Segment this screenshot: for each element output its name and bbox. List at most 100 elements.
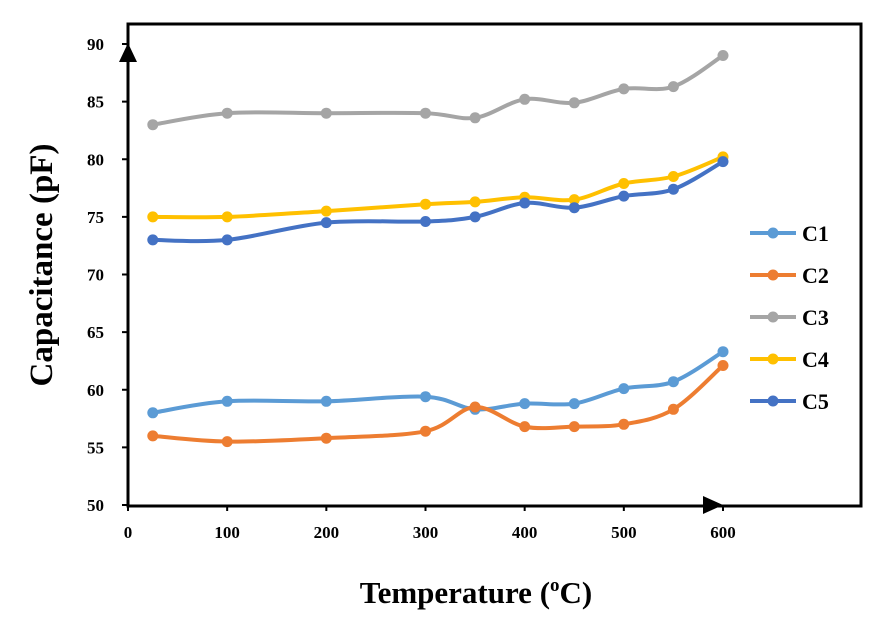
series-c1-line xyxy=(150,349,725,415)
x-axis-arrowhead xyxy=(703,496,723,514)
series-c3-line xyxy=(150,53,725,127)
series-c3-point xyxy=(568,97,580,109)
series-c5-point xyxy=(469,211,481,223)
y-tick-label: 85 xyxy=(87,93,104,112)
series-c1-point xyxy=(420,391,431,403)
series-c3-point xyxy=(667,81,679,93)
series-c1-point xyxy=(717,346,729,358)
y-axis-arrowhead xyxy=(119,43,137,62)
series-c5-line xyxy=(150,159,725,244)
legend-swatch-marker xyxy=(767,227,779,239)
series-c5-point xyxy=(717,156,729,168)
series-c3-point xyxy=(147,119,159,131)
y-tick-label: 60 xyxy=(87,381,104,400)
x-tick-label: 300 xyxy=(413,523,439,542)
legend-swatch-marker xyxy=(767,353,779,365)
series-c3-point xyxy=(320,107,332,119)
x-tick-label: 500 xyxy=(611,523,637,542)
legend-swatch-marker xyxy=(767,395,779,407)
series-c1-point xyxy=(320,395,332,407)
legend-item-c2: C2 xyxy=(750,263,829,288)
series-c5-point xyxy=(618,190,630,202)
legend-swatch-marker xyxy=(767,311,779,323)
series-c3-point xyxy=(717,50,729,61)
series-c1-point xyxy=(221,395,233,407)
legend-label: C1 xyxy=(802,221,829,246)
x-axis-title-sup: o xyxy=(550,575,560,596)
series-c2-point xyxy=(320,432,332,444)
x-tick-label: 0 xyxy=(124,523,133,542)
legend-item-c5: C5 xyxy=(750,389,829,414)
series-c5-point xyxy=(519,197,531,209)
series-c1-point xyxy=(618,383,630,395)
series-c5-point xyxy=(420,216,431,227)
y-axis-title: Capacitance (pF) xyxy=(24,144,60,387)
legend-label: C3 xyxy=(802,305,829,330)
series-c5-point xyxy=(568,202,580,214)
series-c1 xyxy=(147,346,729,419)
y-tick-label: 90 xyxy=(87,35,104,54)
x-tick-label: 400 xyxy=(512,523,538,542)
series-c2-point xyxy=(469,401,481,413)
legend-label: C4 xyxy=(802,347,829,372)
series-c4-point xyxy=(221,211,233,223)
series-c5-point xyxy=(320,217,332,229)
y-tick-label: 70 xyxy=(87,266,104,285)
series-c5-point xyxy=(147,234,159,246)
legend-label: C2 xyxy=(802,263,829,288)
series-c2-point xyxy=(568,421,580,433)
x-axis-title: Temperature (oC) xyxy=(360,575,593,610)
series-c2-point xyxy=(519,421,531,433)
series-c3 xyxy=(147,50,729,131)
series-c5-point xyxy=(667,183,679,195)
series-c2-point xyxy=(420,425,431,437)
legend-item-c3: C3 xyxy=(750,305,829,330)
series-c2-point xyxy=(667,403,679,415)
series-c3-point xyxy=(221,107,233,119)
y-tick-label: 55 xyxy=(87,438,104,457)
series-c2 xyxy=(147,360,729,448)
series-c4-point xyxy=(469,196,481,208)
series-c1-point xyxy=(519,398,531,410)
series-c3-point xyxy=(420,107,431,119)
y-tick-label: 50 xyxy=(87,496,104,515)
y-tick-label: 80 xyxy=(87,150,104,169)
legend-item-c4: C4 xyxy=(750,347,829,372)
legend-item-c1: C1 xyxy=(750,221,829,246)
axis-layer: 50 55 60 65 70 75 80 85 90 0 100 200 300 400 500 600 xyxy=(87,35,736,542)
x-axis-title-main: Temperature ( xyxy=(360,575,550,610)
series-c4-point xyxy=(667,171,679,182)
series-c4-point xyxy=(420,198,431,210)
x-tick-label: 600 xyxy=(710,523,736,542)
series-c2-point xyxy=(221,436,233,448)
series-c4-point xyxy=(568,194,580,206)
series-c4-point xyxy=(320,205,332,217)
series-c3-point xyxy=(519,93,531,105)
series-c4 xyxy=(147,151,729,223)
series-c1-point xyxy=(568,398,580,410)
y-tick-label: 75 xyxy=(87,208,104,227)
series-c5-point xyxy=(221,234,233,246)
series-c5 xyxy=(147,156,729,246)
series-c4-point xyxy=(147,211,159,223)
series-c4-point xyxy=(618,178,630,189)
series-c2-point xyxy=(147,430,159,442)
series-c2-point xyxy=(618,418,630,430)
x-tick-label: 200 xyxy=(314,523,340,542)
series-c1-point xyxy=(667,376,679,388)
x-axis-title-unit: C) xyxy=(560,575,593,610)
series-c3-point xyxy=(618,83,630,95)
plot-frame xyxy=(126,22,863,508)
series-c4-line xyxy=(150,154,725,220)
series-layer xyxy=(147,50,729,448)
legend-swatch-marker xyxy=(767,269,779,281)
series-c1-point xyxy=(147,407,159,419)
x-tick-label: 100 xyxy=(214,523,240,542)
y-tick-label: 65 xyxy=(87,323,104,342)
series-c3-point xyxy=(469,112,481,124)
legend: C1 C2 C3 C4 C5 xyxy=(750,221,829,414)
series-c2-point xyxy=(717,360,729,371)
legend-label: C5 xyxy=(802,389,829,414)
series-c2-line xyxy=(150,363,725,444)
